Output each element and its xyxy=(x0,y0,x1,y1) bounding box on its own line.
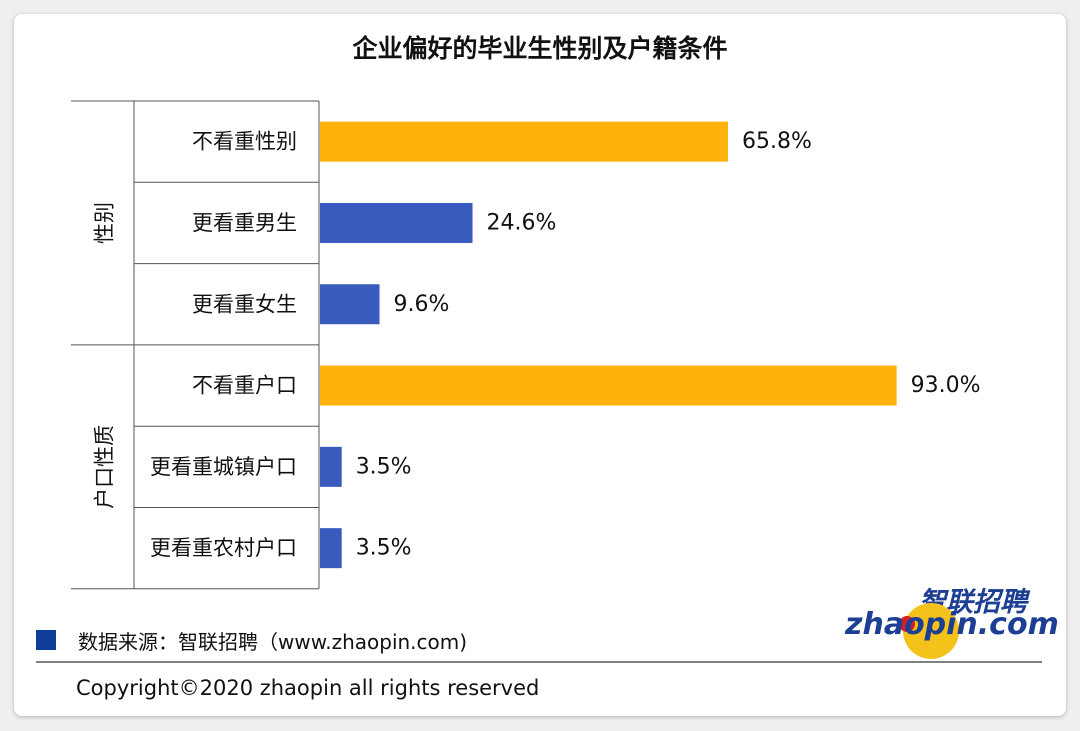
bar xyxy=(320,446,342,487)
zhaopin-logo: 智联招聘 zhaopin.com xyxy=(844,587,1059,659)
value-label: 65.8% xyxy=(742,129,812,154)
value-label: 3.5% xyxy=(356,536,412,561)
chart-title: 企业偏好的毕业生性别及户籍条件 xyxy=(352,34,727,63)
logo-sun-icon xyxy=(903,603,959,659)
data-source-text: 数据来源：智联招聘（www.zhaopin.com) xyxy=(78,630,467,654)
category-label: 不看重户口 xyxy=(192,374,297,398)
category-label: 更看重女生 xyxy=(192,292,297,316)
source-legend-swatch xyxy=(36,630,56,650)
category-label: 更看重男生 xyxy=(192,211,297,235)
category-label: 更看重城镇户口 xyxy=(150,455,297,479)
value-label: 9.6% xyxy=(394,292,450,317)
logo-red-dot-icon xyxy=(899,616,915,632)
bars xyxy=(320,121,897,569)
category-label: 不看重性别 xyxy=(192,130,297,154)
value-label: 24.6% xyxy=(487,210,557,235)
group-label: 性别 xyxy=(93,202,117,244)
copyright-text: Copyright©2020 zhaopin all rights reserv… xyxy=(76,676,539,700)
group-label: 户口性质 xyxy=(93,425,117,509)
value-labels: 65.8% 24.6% 9.6% 93.0% 3.5% 3.5% xyxy=(356,129,981,561)
bar xyxy=(320,284,380,325)
category-table-lines xyxy=(71,100,320,590)
bar xyxy=(320,202,473,243)
value-label: 93.0% xyxy=(911,373,981,398)
bar xyxy=(320,528,342,569)
bar xyxy=(320,121,728,162)
bar xyxy=(320,365,897,406)
category-label: 更看重农村户口 xyxy=(150,536,297,560)
logo-en-text: zhaopin.com xyxy=(844,607,1059,642)
value-label: 3.5% xyxy=(356,454,412,479)
